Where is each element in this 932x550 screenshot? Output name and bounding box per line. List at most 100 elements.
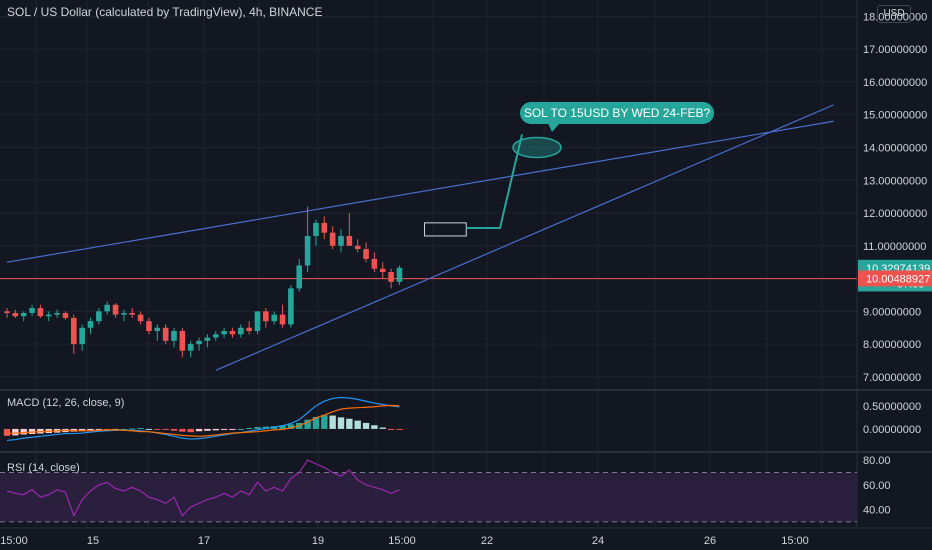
y-tick-label: 9.00000000 bbox=[863, 306, 921, 318]
candle bbox=[79, 327, 85, 345]
candle bbox=[371, 258, 378, 269]
candle bbox=[112, 304, 119, 315]
candle bbox=[146, 321, 152, 332]
callout-text: SOL TO 15USD BY WED 24-FEB? bbox=[524, 106, 711, 120]
candle bbox=[196, 340, 202, 345]
candle bbox=[71, 317, 77, 345]
candle bbox=[129, 312, 136, 315]
x-tick-label: 15:00 bbox=[781, 535, 809, 547]
y-tick-label: 13.00000000 bbox=[863, 175, 927, 187]
candle bbox=[263, 311, 269, 322]
price-label-bg bbox=[858, 270, 932, 287]
candle bbox=[212, 334, 219, 338]
macd-histogram-bar bbox=[229, 428, 236, 430]
macd-histogram-bar bbox=[379, 427, 386, 429]
macd-histogram-bar bbox=[354, 420, 361, 429]
y-tick-label: 15.00000000 bbox=[863, 110, 927, 122]
candle bbox=[87, 321, 94, 328]
macd-tick-label: 0.00000000 bbox=[863, 424, 921, 436]
macd-line bbox=[6, 396, 400, 442]
macd-histogram-bar bbox=[162, 428, 169, 430]
macd-histogram-bar bbox=[170, 428, 178, 431]
candle bbox=[4, 311, 10, 313]
macd-histogram-bar bbox=[329, 415, 336, 429]
candle bbox=[354, 245, 361, 250]
macd-histogram-bar bbox=[20, 428, 27, 435]
macd-histogram-bar bbox=[187, 428, 194, 433]
rsi-line bbox=[6, 459, 400, 518]
x-tick-label: 24 bbox=[592, 535, 604, 547]
rsi-tick-label: 40.00 bbox=[863, 505, 891, 517]
annotation-box bbox=[424, 222, 467, 237]
annotation-arrow bbox=[466, 134, 523, 229]
candle bbox=[313, 222, 319, 236]
currency-button[interactable]: USD bbox=[877, 5, 911, 23]
macd-histogram-bar bbox=[287, 424, 295, 429]
candle bbox=[20, 312, 27, 317]
rsi-label[interactable]: RSI (14, close) bbox=[7, 462, 80, 474]
macd-label[interactable]: MACD (12, 26, close, 9) bbox=[7, 397, 125, 409]
candle bbox=[221, 331, 227, 335]
x-tick-label: 15:00 bbox=[388, 535, 416, 547]
candle bbox=[338, 235, 344, 246]
candle bbox=[246, 327, 252, 332]
candle bbox=[254, 311, 261, 332]
rsi-tick-label: 60.00 bbox=[863, 480, 891, 492]
candle bbox=[179, 331, 186, 351]
macd-histogram-bar bbox=[220, 428, 228, 430]
candle bbox=[54, 312, 60, 315]
macd-tick-label: 0.50000000 bbox=[863, 401, 921, 413]
macd-histogram-bar bbox=[312, 416, 320, 429]
rsi-tick-label: 80.00 bbox=[863, 455, 891, 467]
macd-histogram-bar bbox=[396, 428, 403, 430]
candle bbox=[379, 268, 386, 273]
candle bbox=[29, 308, 35, 313]
candle bbox=[304, 235, 311, 266]
macd-histogram-bar bbox=[145, 428, 153, 430]
macd-histogram-bar bbox=[387, 428, 395, 430]
callout-bubble bbox=[520, 102, 714, 124]
candle bbox=[329, 232, 336, 246]
candle bbox=[121, 312, 127, 315]
macd-histogram-bar bbox=[337, 417, 345, 429]
candle bbox=[162, 327, 169, 341]
macd-histogram-bar bbox=[262, 426, 270, 429]
trendline bbox=[215, 104, 834, 371]
macd-histogram-bar bbox=[179, 428, 186, 432]
candle bbox=[363, 249, 369, 259]
candle bbox=[388, 272, 394, 282]
candle bbox=[37, 308, 44, 317]
annotation-ellipse bbox=[512, 136, 562, 159]
chart-title: SOL / US Dollar (calculated by TradingVi… bbox=[7, 5, 323, 19]
macd-histogram-bar bbox=[204, 428, 211, 431]
macd-histogram-bar bbox=[28, 428, 36, 434]
macd-histogram-bar bbox=[120, 428, 128, 430]
price-label: 10.00488927 bbox=[866, 273, 930, 285]
macd-histogram-bar bbox=[212, 428, 219, 431]
y-tick-label: 11.00000000 bbox=[863, 241, 926, 253]
macd-histogram-bar bbox=[87, 428, 94, 431]
candle bbox=[288, 288, 294, 325]
macd-histogram-bar bbox=[95, 428, 103, 430]
macd-histogram-bar bbox=[254, 427, 261, 429]
candle bbox=[229, 331, 236, 335]
candle bbox=[238, 327, 244, 335]
macd-histogram-bar bbox=[154, 428, 161, 430]
y-tick-label: 7.00000000 bbox=[863, 372, 921, 384]
x-tick-label: 26 bbox=[704, 535, 716, 547]
y-tick-label: 8.00000000 bbox=[863, 339, 921, 351]
candle bbox=[296, 265, 303, 289]
candle bbox=[187, 344, 194, 351]
macd-histogram-bar bbox=[137, 428, 144, 429]
y-tick-label: 12.00000000 bbox=[863, 208, 927, 220]
macd-histogram-bar bbox=[279, 425, 286, 429]
macd-histogram-bar bbox=[304, 419, 311, 429]
candle bbox=[279, 314, 286, 325]
candle bbox=[321, 222, 328, 233]
candle bbox=[104, 304, 110, 312]
candle bbox=[171, 331, 177, 341]
macd-histogram-bar bbox=[78, 428, 86, 432]
candle bbox=[396, 267, 403, 282]
candle bbox=[96, 311, 102, 322]
